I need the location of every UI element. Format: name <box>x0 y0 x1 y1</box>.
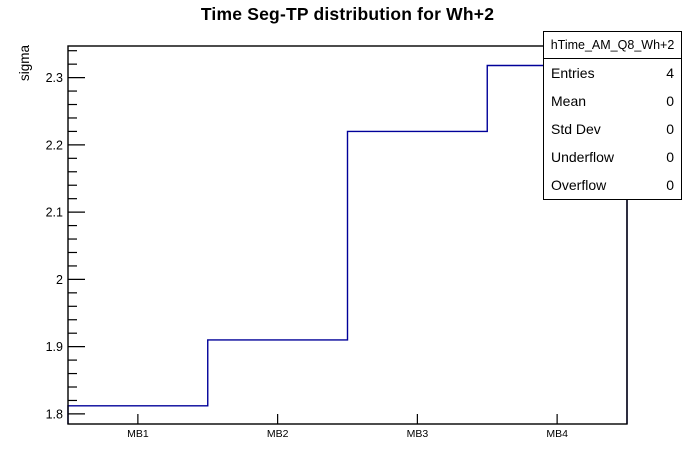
stats-row: Entries 4 <box>544 59 681 87</box>
stats-row: Underflow 0 <box>544 143 681 171</box>
stats-label: Mean <box>551 93 587 109</box>
stats-label: Overflow <box>551 177 607 193</box>
stats-box-title: hTime_AM_Q8_Wh+2 <box>544 32 681 59</box>
stats-row: Overflow 0 <box>544 171 681 199</box>
x-tick-label: MB2 <box>267 428 289 440</box>
chart-title: Time Seg-TP distribution for Wh+2 <box>200 4 495 24</box>
stats-value: 4 <box>666 65 674 81</box>
stats-value: 0 <box>666 121 674 137</box>
stats-rows: Entries 4 Mean 0 Std Dev 0 Underflow 0 O… <box>544 59 681 199</box>
y-tick-label: 1.9 <box>46 340 63 354</box>
y-tick-label: 2 <box>56 273 63 287</box>
stats-label: Entries <box>551 65 595 81</box>
y-tick-label: 2.2 <box>46 138 63 152</box>
plot-frame <box>67 45 628 425</box>
stats-label: Underflow <box>551 149 615 165</box>
y-tick-label: 2.1 <box>46 206 63 220</box>
stats-label: Std Dev <box>551 121 601 137</box>
x-tick-label: MB3 <box>407 428 429 440</box>
stats-box: hTime_AM_Q8_Wh+2 Entries 4 Mean 0 Std De… <box>543 31 682 200</box>
stats-value: 0 <box>666 149 674 165</box>
x-tick-label: MB1 <box>127 428 149 440</box>
x-tick-label: MB4 <box>546 428 568 440</box>
stats-row: Mean 0 <box>544 87 681 115</box>
stats-value: 0 <box>666 177 674 193</box>
y-tick-label: 1.8 <box>46 407 63 421</box>
y-tick-label: 2.3 <box>46 71 63 85</box>
stats-value: 0 <box>666 93 674 109</box>
stats-row: Std Dev 0 <box>544 115 681 143</box>
